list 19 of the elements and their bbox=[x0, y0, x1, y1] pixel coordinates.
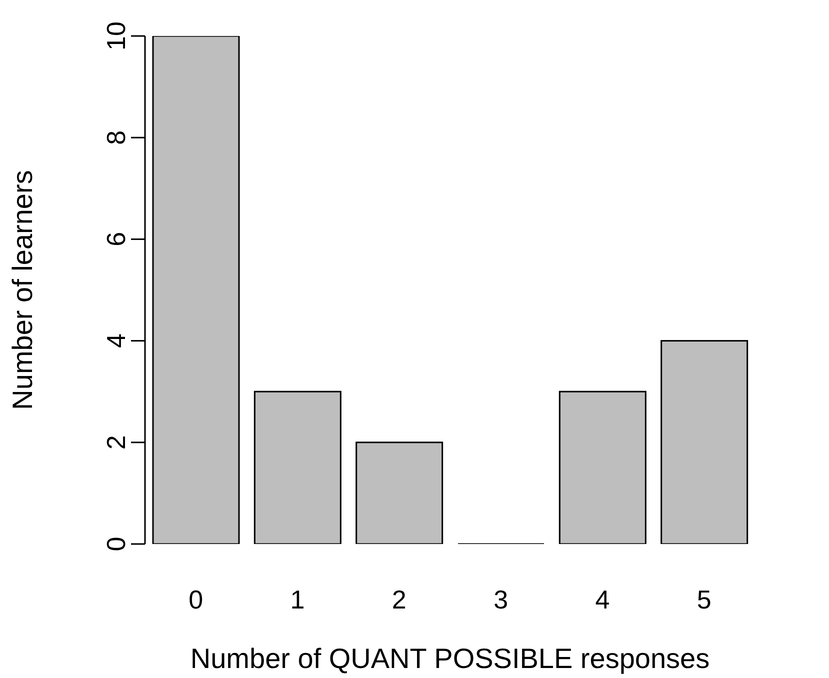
x-tick-label: 1 bbox=[290, 584, 305, 614]
bar bbox=[254, 390, 342, 544]
y-axis-title: Number of learners bbox=[6, 170, 38, 410]
y-tick-label: 4 bbox=[101, 334, 131, 348]
y-tick-label: 2 bbox=[101, 435, 131, 450]
y-tick-label: 10 bbox=[101, 22, 131, 50]
x-tick-label: 3 bbox=[494, 584, 508, 614]
bar bbox=[356, 442, 444, 544]
y-tick-label: 8 bbox=[101, 130, 131, 145]
x-axis-title: Number of QUANT POSSIBLE responses bbox=[190, 643, 710, 674]
y-tick-label: 0 bbox=[101, 536, 131, 552]
bar bbox=[152, 36, 240, 544]
bar bbox=[660, 340, 748, 544]
x-tick-label: 2 bbox=[392, 584, 406, 614]
x-tick-label: 4 bbox=[595, 584, 610, 614]
x-tick-label: 0 bbox=[188, 584, 204, 614]
bar bbox=[558, 390, 646, 544]
y-tick-label: 6 bbox=[101, 232, 131, 246]
x-tick-label: 5 bbox=[696, 584, 712, 614]
